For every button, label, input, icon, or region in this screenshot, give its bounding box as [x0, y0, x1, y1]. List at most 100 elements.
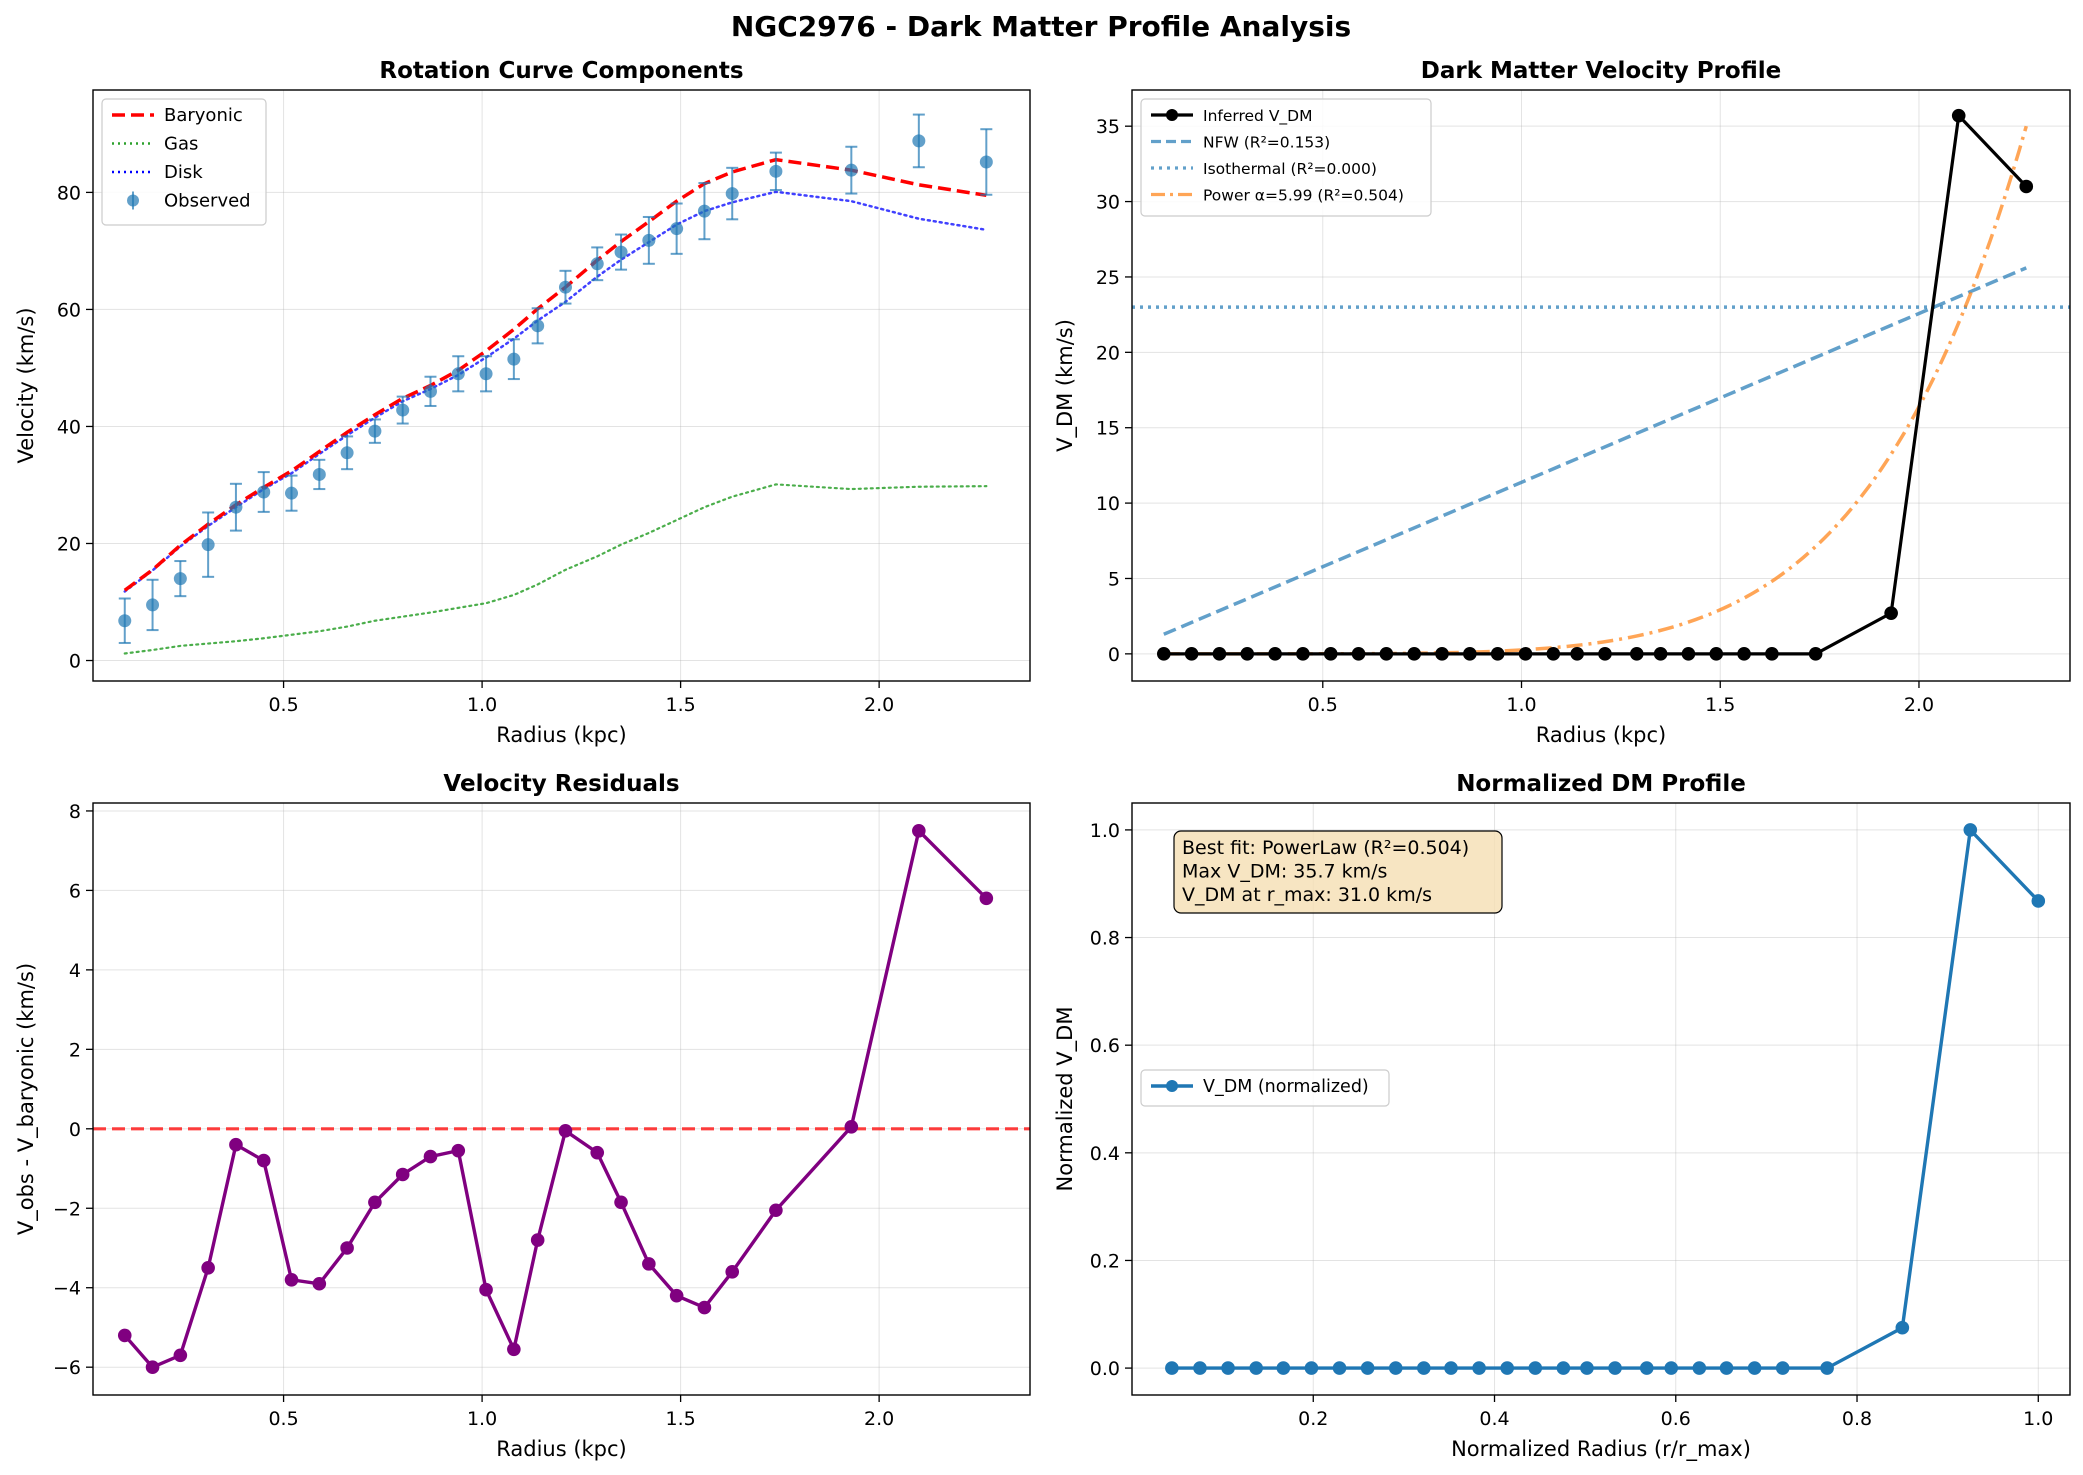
- inferred-point: [1653, 647, 1668, 661]
- x-tick-label: 0.8: [1842, 1408, 1872, 1430]
- observed-point: [590, 257, 604, 271]
- plot-area: [93, 824, 1030, 1374]
- legend: Baryonic Gas Disk Observed: [101, 98, 267, 226]
- observed-point: [507, 352, 521, 366]
- observed-point: [118, 614, 132, 628]
- inferred-point: [1570, 647, 1584, 661]
- normalized-point: [1500, 1361, 1514, 1375]
- observed-point: [423, 384, 437, 398]
- residual-point: [312, 1276, 327, 1291]
- normalized-point: [1249, 1361, 1263, 1375]
- y-tick-label: 0: [69, 1119, 81, 1141]
- normalized-point: [1360, 1361, 1375, 1375]
- observed-point: [201, 538, 215, 552]
- chart-title: Normalized DM Profile: [1456, 771, 1746, 797]
- axes-frame: [1131, 802, 2071, 1396]
- observed-point: [531, 319, 545, 333]
- residual-point: [201, 1261, 215, 1275]
- nfw-line: [1163, 266, 2027, 636]
- x-axis-label: Normalized Radius (r/r_max): [1451, 1437, 1751, 1462]
- x-tick-label: 1.5: [1705, 694, 1735, 716]
- grid: [93, 90, 1030, 681]
- inferred-point: [1737, 647, 1751, 661]
- dm-velocity-panel: 0.5 1.0 1.5 2.0 0 5 10 15 20 25 30 35 Dark Matter Ve…: [1053, 58, 2071, 747]
- x-tick-label: 0.6: [1661, 1408, 1691, 1430]
- y-tick-label: 0.4: [1090, 1143, 1120, 1165]
- residual-point: [423, 1149, 438, 1164]
- residual-point: [145, 1360, 160, 1374]
- y-tick-label: 40: [57, 416, 81, 438]
- inferred-point: [1681, 647, 1696, 661]
- normalized-point: [1692, 1361, 1707, 1375]
- normalized-point: [1165, 1361, 1179, 1375]
- normalized-point: [1608, 1361, 1622, 1375]
- y-tick-label: 5: [1108, 568, 1120, 590]
- observed-point: [173, 572, 187, 586]
- residual-point: [173, 1348, 188, 1363]
- y-axis-label: Normalized V_DM: [1053, 1007, 1078, 1192]
- normalized-point: [1775, 1361, 1790, 1375]
- observed-point: [642, 233, 656, 247]
- y-tick-label: 20: [57, 533, 81, 555]
- inferred-point: [1765, 647, 1779, 661]
- y-tick-label: 10: [1096, 493, 1120, 515]
- normalized-point: [1472, 1361, 1486, 1375]
- observed-point: [670, 222, 684, 236]
- inferred-point: [1407, 647, 1421, 661]
- inferred-point: [1884, 606, 1898, 620]
- residual-point: [451, 1143, 466, 1158]
- chart-title: Rotation Curve Components: [379, 58, 743, 84]
- observed-point: [614, 245, 628, 259]
- axes-frame: [92, 89, 1031, 682]
- observed-point: [368, 424, 382, 438]
- y-tick-label: 8: [69, 801, 81, 823]
- normalized-point: [1639, 1361, 1654, 1375]
- legend-label: Observed: [164, 191, 251, 212]
- y-tick-label: 25: [1096, 267, 1120, 289]
- y-tick-label: 0.6: [1090, 1035, 1120, 1057]
- x-tick-label: 1.5: [666, 694, 696, 716]
- y-tick-label: 0.8: [1090, 928, 1120, 950]
- residual-point: [368, 1195, 382, 1210]
- observed-point: [257, 485, 271, 499]
- y-tick-label: 0: [1108, 644, 1120, 666]
- residual-point: [395, 1167, 410, 1182]
- legend: V_DM (normalized): [1140, 1069, 1390, 1107]
- chart-title: Velocity Residuals: [443, 771, 679, 797]
- annotation-line: Best fit: PowerLaw (R²=0.504): [1182, 837, 1469, 859]
- legend-swatch: [1166, 109, 1178, 121]
- fit-annotation: Best fit: PowerLaw (R²=0.504)Max V_DM: 3…: [1173, 830, 1503, 914]
- baryonic-line: [123, 157, 987, 592]
- y-tick-label: 20: [1096, 342, 1120, 364]
- y-axis-label: V_DM (km/s): [1053, 319, 1078, 452]
- inferred-point: [1268, 647, 1282, 661]
- x-tick-label: 1.5: [666, 1408, 696, 1430]
- observed-point: [229, 500, 243, 514]
- y-tick-label: 0.2: [1090, 1250, 1120, 1272]
- normalized-point: [1664, 1361, 1679, 1375]
- residual-point: [912, 824, 926, 838]
- x-tick-label: 0.5: [268, 1408, 298, 1430]
- residual-point: [669, 1288, 684, 1303]
- figure-title: NGC2976 - Dark Matter Profile Analysis: [731, 10, 1351, 43]
- normalized-dm-panel: 0.2 0.4 0.6 0.8 1.0 0.0 0.2 0.4 0.6 0.8 1.0 Normali…: [1053, 771, 2071, 1462]
- inferred-point: [1435, 647, 1449, 661]
- inferred-point: [1351, 647, 1366, 661]
- normalized-point: [1417, 1361, 1431, 1375]
- inferred-point: [1463, 647, 1477, 661]
- residual-point: [229, 1137, 243, 1152]
- observed-point: [451, 367, 465, 381]
- x-tick-label: 1.0: [467, 1408, 497, 1430]
- x-tick-label: 2.0: [864, 1408, 894, 1430]
- observed-point: [558, 280, 572, 294]
- y-tick-label: 6: [69, 880, 81, 902]
- observed-point: [146, 598, 160, 612]
- inferred-point: [1212, 647, 1227, 661]
- inferred-point: [1951, 108, 1966, 123]
- legend-label: Gas: [164, 134, 198, 155]
- inferred-point: [1379, 647, 1394, 661]
- residual-point: [479, 1282, 493, 1297]
- residuals-panel: 0.5 1.0 1.5 2.0 −6 −4 −2 0 2 4 6 8 Velocity Residual…: [14, 771, 1031, 1461]
- rotation-curve-panel: 0.5 1.0 1.5 2.0 0 20 40 60 80 Rotation Curve Comp…: [14, 58, 1031, 747]
- residual-point: [256, 1153, 271, 1168]
